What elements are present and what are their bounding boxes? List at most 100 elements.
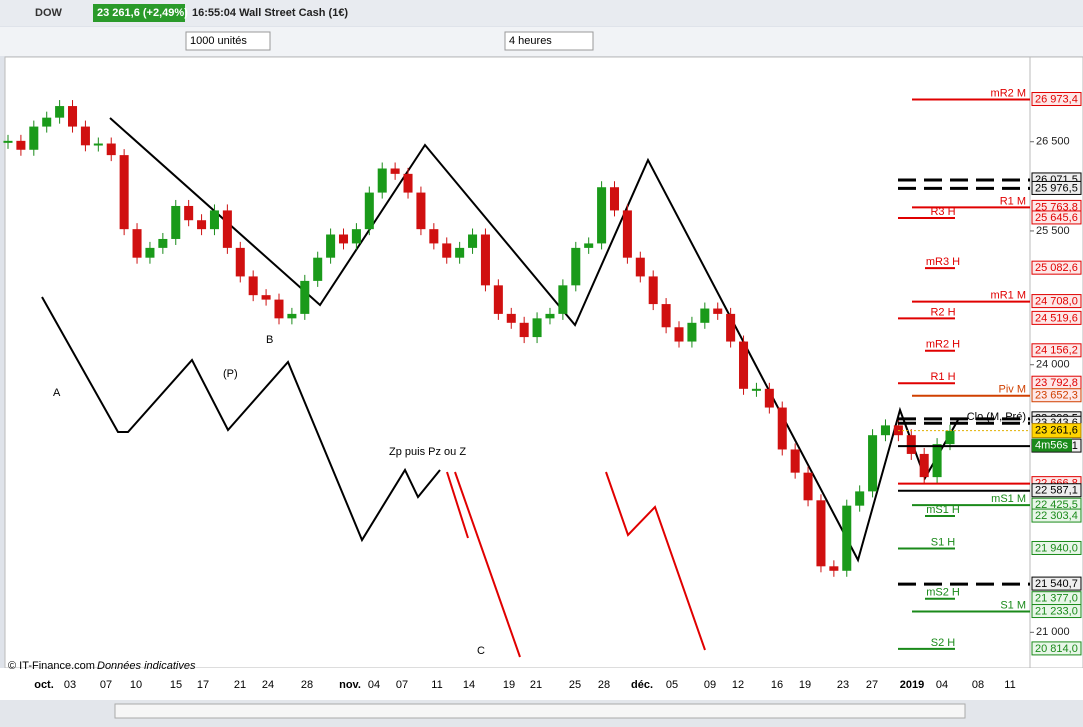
current-box: [1031, 423, 1082, 439]
candle: [248, 276, 258, 296]
timer-box: [1032, 438, 1072, 452]
candle: [713, 308, 723, 314]
x-tick-label: 11: [1004, 679, 1015, 691]
candle: [868, 435, 878, 492]
candle: [661, 304, 671, 328]
level-value: 21 233,0: [1035, 605, 1078, 617]
x-tick-label: 25: [569, 679, 581, 691]
candle: [16, 140, 26, 150]
level-box: [1031, 294, 1082, 309]
level-value: 24 519,6: [1035, 312, 1078, 324]
candle: [145, 247, 155, 258]
level-value: 22 425,5: [1035, 499, 1078, 511]
quantity-select[interactable]: [185, 31, 271, 51]
period-select[interactable]: [504, 31, 594, 51]
period: 4 heures: [509, 35, 552, 47]
candle: [700, 308, 710, 323]
candle: [842, 505, 852, 571]
candle: [493, 285, 503, 314]
level-box: [1031, 92, 1082, 107]
level-box: [1031, 641, 1082, 656]
level-name: R1 M: [1000, 195, 1026, 207]
x-tick-label: 24: [262, 679, 274, 691]
candle: [855, 491, 865, 506]
candle: [80, 126, 90, 146]
level-value: 24 708,0: [1035, 295, 1078, 307]
level-name: Clo (M, Pré): [967, 411, 1026, 423]
candle: [184, 205, 194, 221]
candle: [545, 313, 555, 319]
candle: [777, 407, 787, 450]
level-name: S2 H: [931, 637, 956, 649]
candle: [919, 453, 929, 478]
candle: [480, 234, 490, 286]
x-tick-label: 21: [234, 679, 246, 691]
candle: [235, 247, 245, 277]
candle: [455, 247, 465, 258]
wave-label: Zp puis Pz ou Z: [389, 446, 466, 458]
wave-drawing: [41, 117, 959, 563]
level-value: 21 540,7: [1035, 578, 1078, 590]
candle: [648, 276, 658, 305]
level-box: [1031, 604, 1082, 619]
x-tick-label: déc.: [631, 679, 653, 691]
candle: [945, 430, 955, 445]
level-value: 25 763,8: [1035, 201, 1078, 213]
level-box: [1031, 180, 1082, 195]
candle: [726, 313, 736, 342]
x-tick-label: 16: [771, 679, 783, 691]
x-tick-label: 2019: [900, 679, 924, 691]
x-tick-label: 19: [799, 679, 811, 691]
candle: [803, 472, 813, 501]
y-tick-label: 25 500: [1036, 225, 1070, 237]
candle: [197, 220, 207, 230]
candle: [29, 126, 39, 150]
candle: [351, 229, 361, 244]
level-box: [1031, 210, 1082, 225]
candle: [687, 322, 697, 342]
level-value: 26 973,4: [1035, 93, 1078, 105]
candle: [364, 192, 374, 230]
level-value: 25 976,5: [1035, 182, 1078, 194]
level-box: [1031, 310, 1082, 325]
x-tick-label: 28: [301, 679, 313, 691]
x-tick-label: 23: [837, 679, 849, 691]
x-tick-label: 07: [100, 679, 112, 691]
level-name: mS1 M: [991, 493, 1026, 505]
level-name: mR2 H: [926, 339, 960, 351]
level-box: [1031, 540, 1082, 555]
level-value: 24 156,2: [1035, 345, 1078, 357]
candle: [506, 313, 516, 323]
candle: [932, 444, 942, 478]
candle: [558, 285, 568, 314]
price: 23 261,6 (+2,49%): [97, 7, 188, 19]
candle: [326, 234, 336, 258]
level-name: S1 M: [1000, 599, 1026, 611]
level-name: mS1 H: [926, 504, 960, 516]
candle: [171, 205, 181, 239]
candle: [377, 168, 387, 193]
candle: [790, 449, 800, 473]
level-name: R1 H: [930, 371, 955, 383]
level-box: [1031, 260, 1082, 275]
wave-label: C: [477, 645, 485, 657]
x-tick-label: 04: [368, 679, 380, 691]
candle: [338, 234, 349, 244]
level-box: [1031, 508, 1082, 523]
level-value: 25 645,6: [1035, 212, 1078, 224]
candle: [416, 192, 426, 230]
level-value: 25 082,6: [1035, 262, 1078, 274]
candle: [222, 210, 232, 248]
x-tick-label: 11: [431, 679, 442, 691]
scrollbar[interactable]: [114, 703, 966, 719]
x-tick-label: 27: [866, 679, 878, 691]
wave-label: A: [53, 387, 61, 399]
x-tick-label: 12: [732, 679, 744, 691]
level-value: 23 792,8: [1035, 377, 1078, 389]
chart-area: [4, 56, 1031, 669]
candle: [468, 234, 478, 248]
candle: [674, 327, 684, 342]
level-name: R3 H: [930, 206, 955, 218]
x-tick-label: oct.: [34, 679, 54, 691]
